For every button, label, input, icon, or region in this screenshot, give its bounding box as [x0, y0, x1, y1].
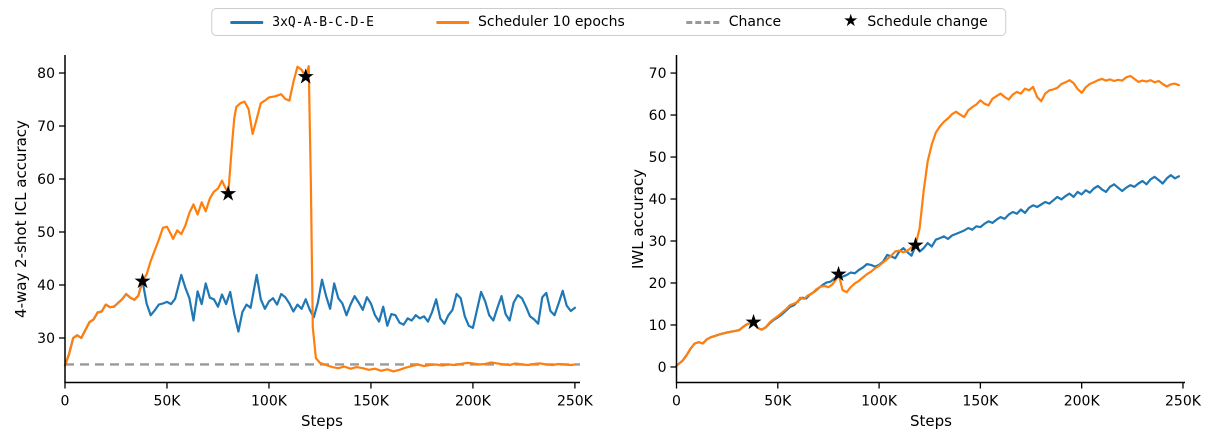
- x-tick-label: 250K: [557, 394, 594, 410]
- schedule-change-marker: ★: [219, 181, 238, 205]
- y-tick-label: 60: [37, 172, 55, 188]
- y-tick-label: 70: [649, 66, 667, 82]
- left-plot: 0 50K 100K 150K 200K 250K 30 40 50 60 70 80 ★ ★ ★: [37, 55, 594, 410]
- x-tick-label: 100K: [861, 394, 898, 410]
- x-tick-label: 250K: [1165, 394, 1202, 410]
- y-tick-label: 40: [37, 278, 55, 294]
- y-tick-label: 10: [649, 318, 667, 334]
- x-tick-label: 50K: [153, 394, 181, 410]
- schedule-change-marker: ★: [906, 233, 925, 257]
- y-tick-label: 60: [649, 108, 667, 124]
- series-line: [675, 74, 1180, 367]
- schedule-change-marker: ★: [744, 310, 763, 334]
- y-tick-label: 50: [649, 150, 667, 166]
- legend-item: ★ Schedule change: [843, 10, 988, 31]
- y-tick-label: 50: [37, 225, 55, 241]
- y-tick-label: 30: [37, 331, 55, 347]
- y-tick-label: 20: [649, 276, 667, 292]
- dashed-line-swatch-icon: [686, 20, 720, 24]
- legend-item: Chance: [686, 14, 782, 30]
- y-tick-label: 40: [649, 192, 667, 208]
- y-tick-label: 70: [37, 119, 55, 135]
- x-tick-label: 150K: [962, 394, 999, 410]
- legend-item: 3xQ-A-B-C-D-E: [230, 15, 374, 30]
- y-tick-label: 80: [37, 66, 55, 82]
- legend-label: 3xQ-A-B-C-D-E: [272, 14, 375, 30]
- line-swatch-icon: [230, 20, 264, 24]
- legend: 3xQ-A-B-C-D-E Scheduler 10 epochs Chance ★ S…: [211, 8, 1007, 36]
- legend-label: Chance: [728, 14, 782, 30]
- series-line: [63, 65, 576, 373]
- y-tick-label: 0: [658, 360, 667, 376]
- right-y-axis-label: IWL accuracy: [629, 168, 647, 270]
- right-x-axis-label: Steps: [910, 412, 952, 430]
- x-tick-label: 150K: [353, 394, 390, 410]
- x-tick-label: 200K: [1064, 394, 1101, 410]
- left-x-axis-label: Steps: [301, 412, 343, 430]
- x-tick-label: 0: [672, 394, 681, 410]
- schedule-change-marker: ★: [296, 65, 315, 89]
- x-tick-label: 50K: [764, 394, 792, 410]
- legend-item: Scheduler 10 epochs: [436, 14, 625, 30]
- left-y-axis-label: 4-way 2-shot ICL accuracy: [12, 120, 30, 318]
- schedule-change-marker: ★: [829, 262, 848, 286]
- schedule-change-marker: ★: [133, 269, 152, 293]
- star-marker-icon: ★: [843, 10, 859, 31]
- x-tick-label: 0: [61, 394, 70, 410]
- right-plot: 0 50K 100K 150K 200K 250K 0 10 20 30 40 50 60 70 ★ ★ ★: [649, 55, 1202, 410]
- legend-label: Scheduler 10 epochs: [478, 14, 625, 30]
- line-swatch-icon: [436, 20, 470, 24]
- legend-label: Schedule change: [867, 14, 988, 30]
- series-line: [63, 273, 576, 367]
- axis-spines: [64, 55, 580, 384]
- x-tick-label: 100K: [251, 394, 288, 410]
- y-tick-label: 30: [649, 234, 667, 250]
- x-tick-label: 200K: [455, 394, 492, 410]
- series-line: [675, 174, 1180, 367]
